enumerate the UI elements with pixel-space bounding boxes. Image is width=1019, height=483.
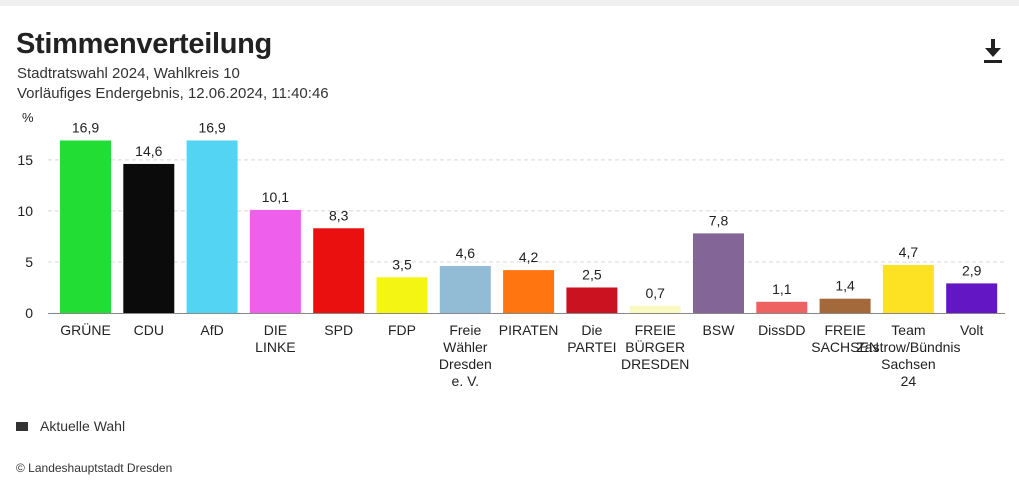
x-tick-label-line: LINKE [255,339,295,355]
x-tick-label-line: FREIE [635,322,676,338]
bar [60,140,111,313]
data-label: 14,6 [135,143,162,159]
data-label: 1,1 [772,281,792,297]
x-tick-label: Die PARTEI [567,322,616,355]
x-tick-label-line: PARTEI [567,339,616,355]
data-label: 4,2 [519,249,539,265]
bar [566,287,618,313]
legend-swatch [16,421,28,431]
x-tick-label: FREIE SACHSEN [811,322,879,355]
x-tick-label-line: DIE [264,322,287,338]
data-label: 16,9 [72,119,99,135]
data-label: 7,8 [709,212,729,228]
x-tick-label: CDU [134,322,164,338]
x-tick-label-line: BÜRGER [625,338,685,355]
x-tick-label-line: Die [581,322,602,338]
x-tick-label-line: DRESDEN [621,356,689,372]
x-tick-label-line: Volt [960,322,983,338]
data-label: 3,5 [392,256,412,272]
bar [946,283,998,313]
chart-subtitle-result-status: Vorläufiges Endergebnis, 12.06.2024, 11:… [17,85,329,102]
bar [376,277,428,313]
bar [313,228,365,313]
bar [249,209,301,313]
chart-title: Stimmenverteilung [16,28,272,60]
bar [186,140,238,313]
y-axis-unit-label: % [22,110,34,125]
x-tick-label-line: FREIE [824,322,865,338]
x-tick-label-line: 24 [901,373,917,389]
data-label: 2,5 [582,266,602,282]
x-tick-label: SPD [324,322,353,338]
x-tick-label: DissDD [758,322,805,338]
data-label: 1,4 [835,278,855,294]
x-tick-label-line: BSW [703,322,736,338]
bar [882,265,934,313]
bar [439,266,491,313]
x-tick-label: AfD [200,322,223,338]
x-tick-label-line: e. V. [452,373,480,389]
copyright-credit: © Landeshauptstadt Dresden [16,461,173,475]
x-tick-label-line: DissDD [758,322,805,338]
x-tick-label-line: Zastrow/Bündnis [856,339,960,355]
x-tick-label-line: CDU [134,322,164,338]
x-tick-label-line: Dresden [439,356,492,372]
x-tick-label-line: SACHSEN [811,339,879,355]
x-tick-label-line: Wähler [443,339,488,355]
x-tick-label-line: GRÜNE [60,321,111,338]
bar [629,305,681,313]
data-label: 16,9 [198,119,225,135]
chart-subtitle-election: Stadtratswahl 2024, Wahlkreis 10 [17,65,240,82]
legend-label: Aktuelle Wahl [40,418,126,434]
y-tick-label: 10 [17,203,33,219]
download-icon[interactable] [981,36,1005,66]
data-label: 4,7 [899,244,919,260]
x-tick-label: GRÜNE [60,321,111,338]
data-label: 10,1 [262,189,289,205]
bar [503,270,555,313]
data-label: 8,3 [329,207,349,223]
data-label: 4,6 [456,245,476,261]
x-tick-label: Team Zastrow/Bündnis Sachsen 24 [856,322,960,389]
x-tick-label-line: Team [891,322,925,338]
y-tick-label: 0 [25,305,33,321]
y-tick-label: 5 [25,254,33,270]
x-tick-label: FDP [388,322,416,338]
x-tick-label: DIE LINKE [255,322,295,355]
x-tick-label: PIRATEN [499,322,559,338]
x-tick-label-line: Freie [449,322,481,338]
bar [756,301,808,313]
x-tick-label-line: AfD [200,322,223,338]
x-tick-label: BSW [703,322,736,338]
chart-legend: Aktuelle Wahl [16,418,125,434]
x-tick-label-line: FDP [388,322,416,338]
bar [693,233,744,313]
x-tick-label: FREIE BÜRGER DRESDEN [621,322,689,372]
bar [123,163,175,313]
data-label: 2,9 [962,262,982,278]
x-tick-label: Freie Wähler Dresden e. V. [439,322,492,389]
y-tick-label: 15 [17,152,33,168]
x-tick-label-line: Sachsen [881,356,935,372]
x-tick-label-line: SPD [324,322,353,338]
bar [819,298,871,313]
data-label: 0,7 [645,285,665,301]
x-tick-label-line: PIRATEN [499,322,559,338]
x-tick-label: Volt [960,322,983,338]
